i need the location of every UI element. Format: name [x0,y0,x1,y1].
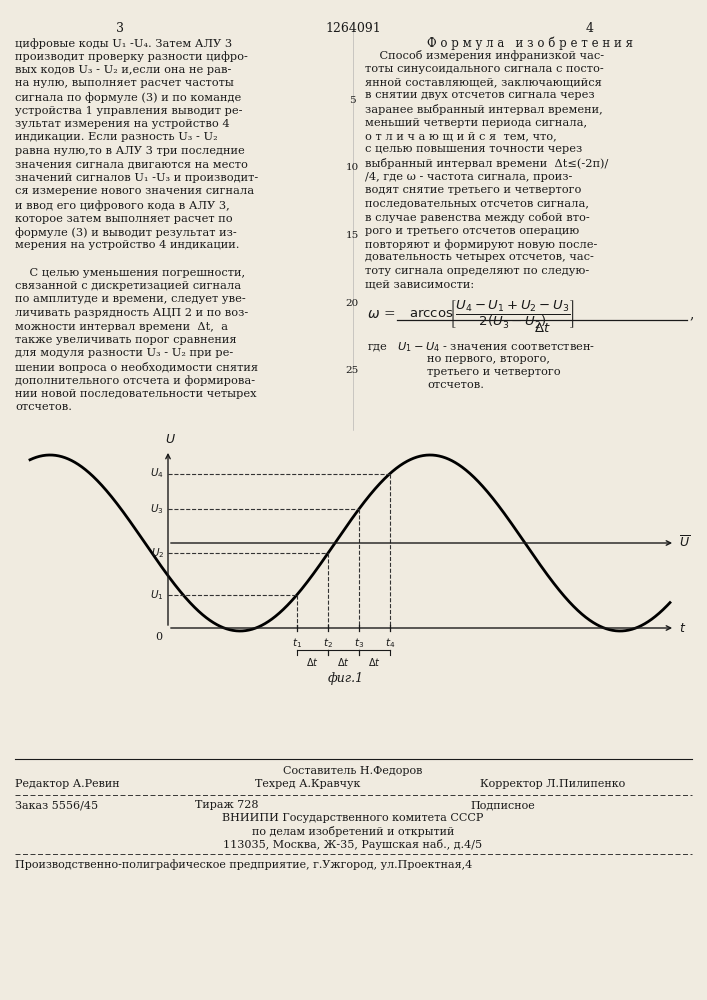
Text: Способ измерения инфранизкой час-: Способ измерения инфранизкой час- [365,50,604,61]
Text: в снятии двух отсчетов сигнала через: в снятии двух отсчетов сигнала через [365,91,595,101]
Text: $t_4$: $t_4$ [385,636,395,650]
Text: на нулю, выполняет расчет частоты: на нулю, выполняет расчет частоты [15,79,234,89]
Text: 1264091: 1264091 [325,22,381,35]
Text: последовательных отсчетов сигнала,: последовательных отсчетов сигнала, [365,198,589,209]
Text: 25: 25 [346,366,358,375]
Text: дополнительного отсчета и формирова-: дополнительного отсчета и формирова- [15,375,255,386]
Text: выбранный интервал времени  Δt≤(-2π)/: выбранный интервал времени Δt≤(-2π)/ [365,158,609,169]
Text: янной составляющей, заключающийся: янной составляющей, заключающийся [365,77,602,87]
Text: Техред А.Кравчук: Техред А.Кравчук [255,779,361,789]
Text: ,: , [689,307,694,321]
Text: о т л и ч а ю щ и й с я  тем, что,: о т л и ч а ю щ и й с я тем, что, [365,131,556,141]
Text: вых кодов U₃ - U₂ и,если она не рав-: вых кодов U₃ - U₂ и,если она не рав- [15,65,231,75]
Text: $U_4$: $U_4$ [150,467,164,480]
Text: $U_1$: $U_1$ [151,588,164,602]
Text: Тираж 728: Тираж 728 [195,800,259,810]
Text: тоту сигнала определяют по следую-: тоту сигнала определяют по следую- [365,266,589,276]
Text: Составитель Н.Федоров: Составитель Н.Федоров [284,766,423,776]
Text: /4, где ω - частота сигнала, произ-: /4, где ω - частота сигнала, произ- [365,172,573,182]
Text: 5: 5 [349,96,356,105]
Text: формуле (3) и выводит результат из-: формуле (3) и выводит результат из- [15,227,237,238]
Text: для модуля разности U₃ - U₂ при ре-: для модуля разности U₃ - U₂ при ре- [15,349,233,359]
Text: личивать разрядность АЦП 2 и по воз-: личивать разрядность АЦП 2 и по воз- [15,308,248,318]
Text: рого и третьего отсчетов операцию: рого и третьего отсчетов операцию [365,226,579,235]
Text: щей зависимости:: щей зависимости: [365,279,474,290]
Text: Заказ 5556/45: Заказ 5556/45 [15,800,98,810]
Text: ВНИИПИ Государственного комитета СССР: ВНИИПИ Государственного комитета СССР [222,813,484,823]
Text: $U_2$: $U_2$ [151,546,164,560]
Text: но первого, второго,: но первого, второго, [427,354,550,363]
Text: зультат измерения на устройство 4: зультат измерения на устройство 4 [15,119,230,129]
Text: 10: 10 [346,163,358,172]
Text: $t_1$: $t_1$ [292,636,302,650]
Text: $t_3$: $t_3$ [354,636,364,650]
Text: значений сигналов U₁ -U₃ и производит-: значений сигналов U₁ -U₃ и производит- [15,173,258,183]
Text: с целью повышения точности через: с целью повышения точности через [365,144,583,154]
Text: 20: 20 [346,298,358,308]
Text: которое затем выполняет расчет по: которое затем выполняет расчет по [15,214,233,224]
Text: нии новой последовательности четырех: нии новой последовательности четырех [15,389,257,399]
Text: $\overline{U}$: $\overline{U}$ [679,535,690,551]
Text: связанной с дискретизацией сигнала: связанной с дискретизацией сигнала [15,281,241,291]
Text: мерения на устройство 4 индикации.: мерения на устройство 4 индикации. [15,240,240,250]
Text: 113035, Москва, Ж-35, Раушская наб., д.4/5: 113035, Москва, Ж-35, Раушская наб., д.4… [223,839,483,850]
Text: Корректор Л.Пилипенко: Корректор Л.Пилипенко [480,779,625,789]
Text: шении вопроса о необходимости снятия: шении вопроса о необходимости снятия [15,362,258,373]
Text: $\Delta t$: $\Delta t$ [306,656,319,668]
Text: цифровые коды U₁ -U₄. Затем АЛУ 3: цифровые коды U₁ -U₄. Затем АЛУ 3 [15,38,232,49]
Text: в случае равенства между собой вто-: в случае равенства между собой вто- [365,212,590,223]
Text: и ввод его цифрового кода в АЛУ 3,: и ввод его цифрового кода в АЛУ 3, [15,200,230,211]
Text: где   $U_1 - U_4$ - значения соответствен-: где $U_1 - U_4$ - значения соответствен- [367,340,595,354]
Text: устройства 1 управления выводит ре-: устройства 1 управления выводит ре- [15,105,243,115]
Text: индикации. Если разность U₃ - U₂: индикации. Если разность U₃ - U₂ [15,132,218,142]
Text: отсчетов.: отсчетов. [15,402,72,412]
Text: повторяют и формируют новую после-: повторяют и формируют новую после- [365,239,597,250]
Text: $\Delta t$: $\Delta t$ [534,322,550,335]
Text: водят снятие третьего и четвертого: водят снятие третьего и четвертого [365,185,581,195]
Text: С целью уменьшения погрешности,: С целью уменьшения погрешности, [15,267,245,277]
Text: 0: 0 [155,632,162,642]
Text: 3: 3 [116,22,124,35]
Text: $\Delta t$: $\Delta t$ [337,656,350,668]
Text: Подписное: Подписное [470,800,534,810]
Text: $\mathrm{arccos}\!\left[\dfrac{U_4 - U_1 + U_2 - U_3}{2(U_3 - U_2)}\right]$: $\mathrm{arccos}\!\left[\dfrac{U_4 - U_1… [409,299,575,331]
Text: Производственно-полиграфическое предприятие, г.Ужгород, ул.Проектная,4: Производственно-полиграфическое предприя… [15,859,472,870]
Text: тоты синусоидального сигнала с посто-: тоты синусоидального сигнала с посто- [365,64,604,74]
Text: Редактор А.Ревин: Редактор А.Ревин [15,779,119,789]
Text: $t_2$: $t_2$ [323,636,333,650]
Text: отсчетов.: отсчетов. [427,380,484,390]
Text: $U$: $U$ [165,433,175,446]
Text: по амплитуде и времени, следует уве-: по амплитуде и времени, следует уве- [15,294,246,304]
Text: 4: 4 [586,22,594,35]
Text: производит проверку разности цифро-: производит проверку разности цифро- [15,51,248,62]
Text: Ф о р м у л а   и з о б р е т е н и я: Ф о р м у л а и з о б р е т е н и я [427,36,633,49]
Text: $\omega$ =: $\omega$ = [367,307,395,321]
Text: сигнала по формуле (3) и по команде: сигнала по формуле (3) и по команде [15,92,241,103]
Text: заранее выбранный интервал времени,: заранее выбранный интервал времени, [365,104,603,115]
Text: $\Delta t$: $\Delta t$ [368,656,381,668]
Text: довательность четырех отсчетов, час-: довательность четырех отсчетов, час- [365,252,594,262]
Text: равна нулю,то в АЛУ 3 три последние: равна нулю,то в АЛУ 3 три последние [15,146,245,156]
Text: также увеличивать порог сравнения: также увеличивать порог сравнения [15,335,237,345]
Text: меньший четверти периода сигнала,: меньший четверти периода сигнала, [365,117,587,127]
Text: ся измерение нового значения сигнала: ся измерение нового значения сигнала [15,186,254,196]
Text: $t$: $t$ [679,621,686,635]
Text: $U_3$: $U_3$ [151,502,164,516]
Text: значения сигнала двигаются на место: значения сигнала двигаются на место [15,159,248,169]
Text: можности интервал времени  Δt,  а: можности интервал времени Δt, а [15,322,228,332]
Text: третьего и четвертого: третьего и четвертого [427,367,561,377]
Text: по делам изобретений и открытий: по делам изобретений и открытий [252,826,454,837]
Text: 15: 15 [346,231,358,240]
Text: фиг.1: фиг.1 [327,672,363,685]
